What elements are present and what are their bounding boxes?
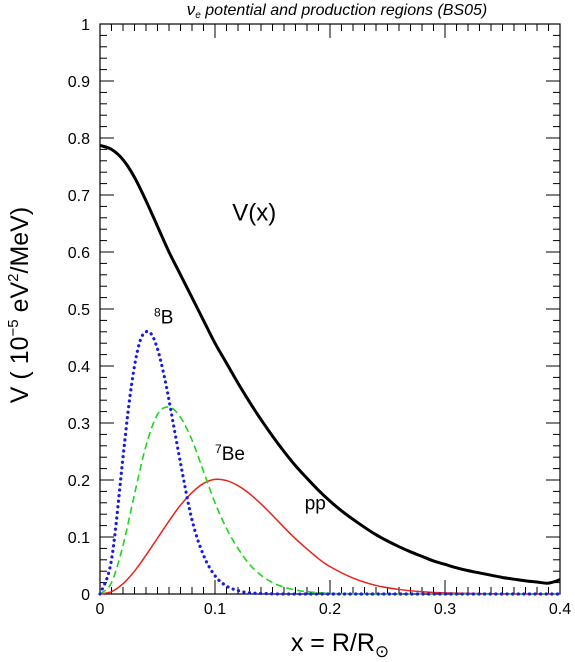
y-tick-label: 0.6 bbox=[68, 245, 90, 262]
y-tick-label: 1 bbox=[81, 17, 90, 34]
axis-tick-labels: 0 0.1 0.2 0.3 0.4 0 0.1 0.2 0.3 0.4 0.5 0.6 0.7 0.8 0.… bbox=[68, 17, 571, 618]
y-axis-label-b: eV bbox=[6, 282, 34, 320]
chart-title-rest: potential and production regions (BS05) bbox=[201, 2, 487, 19]
series-line-1 bbox=[99, 478, 561, 595]
y-tick-label: 0.3 bbox=[68, 416, 90, 433]
x-tick-label: 0.3 bbox=[434, 601, 456, 618]
annotation-7be-sup: 7 bbox=[215, 442, 222, 456]
annotation-pp: pp bbox=[305, 494, 326, 515]
annotation-8b-sup: 8 bbox=[154, 305, 161, 319]
y-tick-label: 0.2 bbox=[68, 473, 90, 490]
axis-ticks bbox=[99, 23, 561, 595]
x-tick-label: 0 bbox=[96, 601, 105, 618]
x-tick-label: 0.4 bbox=[549, 601, 571, 618]
x-axis-label-sub: ⊙ bbox=[375, 642, 389, 661]
annotation-8b-text: B bbox=[161, 307, 174, 328]
y-tick-label: 0.7 bbox=[68, 188, 90, 205]
y-tick-label: 0.1 bbox=[68, 530, 90, 547]
series-line-0 bbox=[99, 143, 561, 585]
annotation-8b: 8B bbox=[154, 305, 173, 328]
x-tick-label: 0.1 bbox=[204, 601, 226, 618]
y-axis-label: V ( 10−5 eV2/MeV) bbox=[5, 207, 34, 403]
annotation-vx: V(x) bbox=[232, 200, 276, 227]
chart-title: νe potential and production regions (BS0… bbox=[187, 0, 487, 21]
x-axis-label-main: x = R/R bbox=[291, 629, 375, 657]
series-group bbox=[98, 143, 562, 596]
annotation-7be: 7Be bbox=[215, 442, 245, 465]
y-axis-label-sup2: 2 bbox=[5, 274, 22, 282]
series-line-3 bbox=[98, 329, 562, 596]
y-tick-label: 0.8 bbox=[68, 131, 90, 148]
annotation-7be-text: Be bbox=[222, 444, 245, 465]
chart-title-sub: e bbox=[195, 10, 201, 21]
y-axis-label-c: /MeV) bbox=[6, 207, 34, 274]
x-axis-label: x = R/R⊙ bbox=[291, 629, 389, 661]
y-tick-label: 0.5 bbox=[68, 302, 90, 319]
chart-title-nu: ν bbox=[187, 0, 196, 19]
y-axis-label-sup1: −5 bbox=[5, 319, 22, 336]
y-tick-label: 0.4 bbox=[68, 359, 90, 376]
y-axis-label-a: V ( 10 bbox=[6, 336, 34, 403]
y-tick-label: 0.9 bbox=[68, 74, 90, 91]
series-line-2 bbox=[99, 406, 560, 595]
x-tick-label: 0.2 bbox=[319, 601, 341, 618]
y-tick-label: 0 bbox=[81, 587, 90, 604]
